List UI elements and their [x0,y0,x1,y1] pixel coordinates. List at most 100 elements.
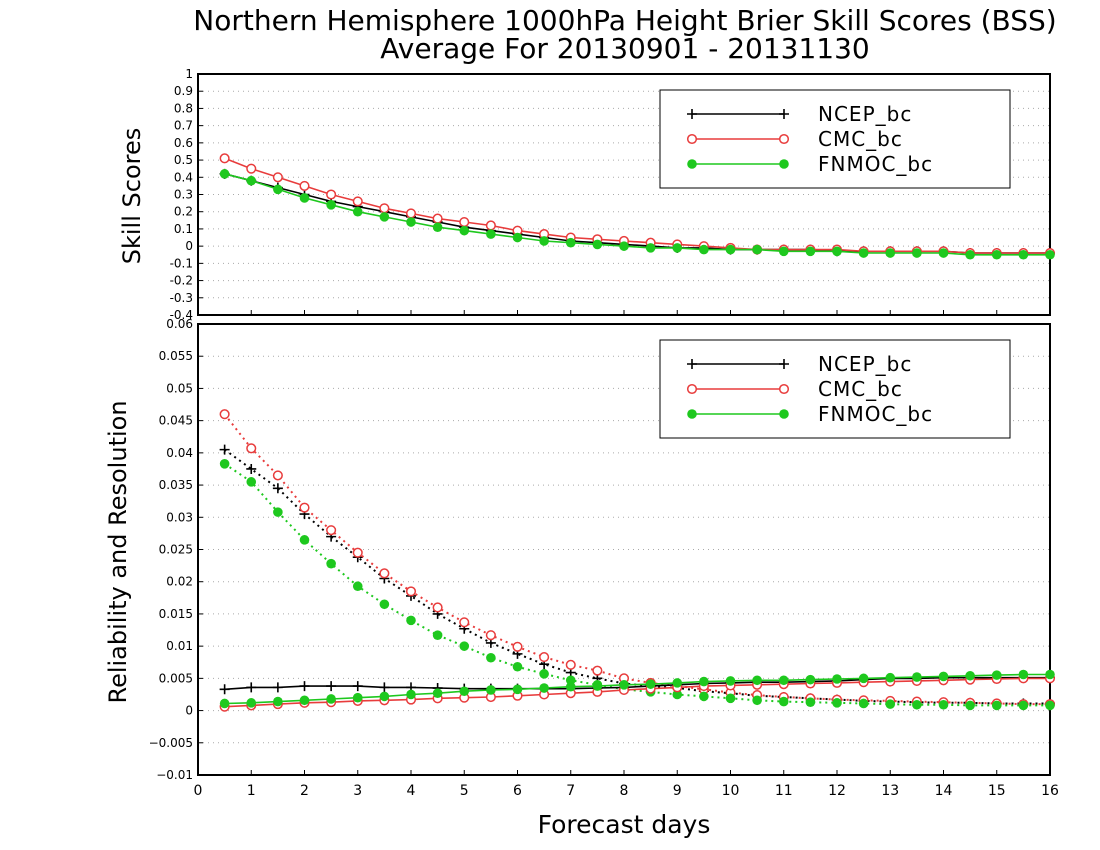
data-point-FNMOC_bc [1045,249,1055,260]
data-point-FNMOC_bc [938,248,949,258]
y-tick-label: 0.8 [174,101,193,115]
x-tick-label: 4 [407,783,416,799]
data-point-FNMOC_bc [326,200,336,210]
data-point-FNMOC_bc [832,674,842,684]
y-tick-label: -0.4 [170,308,193,322]
legend-label-NCEP_bc: NCEP_bc [818,352,912,376]
y-tick-label: −0.01 [156,768,193,782]
data-point-FNMOC_bc [912,699,922,710]
legend-marker-NCEP_bc [779,109,789,119]
data-point-FNMOC_bc [1018,700,1029,711]
data-point-CMC_bc [352,547,363,558]
data-point-CMC_bc [459,216,470,228]
data-point-FNMOC_bc [991,700,1002,711]
reliability-resolution-panel: −0.01 −0.005 0 0.005 0.01 0.015 0.02 0.025 0.03 0… [149,317,1059,799]
data-point-CMC_bc [246,163,257,174]
chart-title-line1: Northern Hemisphere 1000hPa Height Brier… [193,4,1056,37]
legend-marker-NCEP_bc [687,109,697,119]
data-point-FNMOC_bc [352,581,363,592]
data-point-CMC_bc [326,525,337,536]
x-tick-label: 3 [353,783,362,799]
x-tick-label: 14 [935,783,953,799]
data-point-CMC_bc [512,641,523,652]
data-point-CMC_bc [539,652,550,663]
data-point-CMC_bc [565,659,576,670]
data-point-FNMOC_bc [778,246,789,257]
y-tick-label: 0.03 [166,510,193,524]
data-point-FNMOC_bc [432,630,443,640]
data-point-NCEP_bc [272,682,283,693]
data-point-FNMOC_bc [858,248,869,258]
legend-label-FNMOC_bc: FNMOC_bc [818,152,933,176]
data-point-FNMOC_bc [805,246,816,257]
data-point-FNMOC_bc [832,698,842,708]
data-point-FNMOC_bc [672,678,683,688]
legend-label-FNMOC_bc: FNMOC_bc [818,402,933,426]
data-point-FNMOC_bc [379,691,390,702]
data-point-CMC_bc [379,568,390,579]
data-point-FNMOC_bc [725,244,736,255]
legend-label-NCEP_bc: NCEP_bc [818,102,912,126]
x-tick-label: 2 [300,783,309,799]
y-tick-label: -0.1 [170,256,193,270]
legend-marker-FNMOC_bc [779,159,789,169]
data-point-FNMOC_bc [672,243,683,253]
x-tick-label: 16 [1041,783,1059,799]
data-point-FNMOC_bc [1045,700,1055,711]
y-tick-label: 0.4 [174,170,193,184]
data-point-CMC_bc [592,665,603,676]
y-tick-label: 0.9 [174,84,193,98]
data-point-FNMOC_bc [539,669,549,679]
y-tick-label: 0.2 [174,205,193,219]
data-point-FNMOC_bc [752,695,762,706]
skill-scores-panel: -0.4 -0.3 -0.2 -0.1 0 0.1 0.2 0.3 0.4 0.5 0.6 0.7 0.… [170,67,1056,322]
data-point-FNMOC_bc [592,681,603,691]
x-tick-label: 1 [247,783,256,799]
data-point-CMC_bc [246,443,257,454]
series-line-NCEP_bc-reliability [224,448,1050,705]
data-point-NCEP_bc [219,444,230,455]
data-point-FNMOC_bc [379,212,390,222]
data-point-FNMOC_bc [219,459,230,469]
data-point-FNMOC_bc [858,698,869,709]
legend-marker-FNMOC_bc [687,409,697,419]
data-point-FNMOC_bc [459,641,470,651]
y-tick-label: 0.045 [159,414,193,428]
series-line-FNMOC_bc-reliability [224,462,1050,707]
y-tick-label: −0.005 [149,736,193,750]
data-point-FNMOC_bc [273,696,283,707]
data-point-FNMOC_bc [832,246,842,257]
y-tick-label: 0.5 [174,153,193,167]
y-tick-label: 0.06 [166,317,193,331]
data-point-NCEP_bc [272,483,283,494]
x-tick-label: 7 [566,783,575,799]
y-tick-label: 0.1 [174,222,193,236]
x-tick-label: 5 [460,783,469,799]
data-point-FNMOC_bc [619,680,629,690]
series-line-NCEP_bc-resolution [224,676,1050,691]
data-point-CMC_bc [299,502,310,513]
data-point-FNMOC_bc [246,477,257,487]
data-point-NCEP_bc [352,681,363,692]
data-point-FNMOC_bc [699,691,709,702]
y-tick-label: 0 [185,239,193,253]
data-point-FNMOC_bc [299,535,310,545]
data-point-CMC_bc [272,172,283,183]
data-point-CMC_bc [219,409,230,420]
data-point-CMC_bc [379,203,390,214]
data-point-FNMOC_bc [805,674,816,685]
data-point-FNMOC_bc [778,675,789,686]
data-point-FNMOC_bc [565,237,576,248]
data-point-FNMOC_bc [406,689,416,700]
data-point-NCEP_bc [246,463,257,474]
y-tick-label: 0.005 [159,671,193,685]
data-point-FNMOC_bc [352,692,363,703]
data-point-FNMOC_bc [219,698,230,709]
data-point-FNMOC_bc [1018,669,1029,680]
data-point-FNMOC_bc [858,673,869,684]
data-point-FNMOC_bc [432,688,443,698]
data-point-FNMOC_bc [912,672,922,682]
data-point-CMC_bc [272,470,283,481]
y-tick-label: 1 [185,67,193,81]
y-tick-label: 0.7 [174,119,193,133]
